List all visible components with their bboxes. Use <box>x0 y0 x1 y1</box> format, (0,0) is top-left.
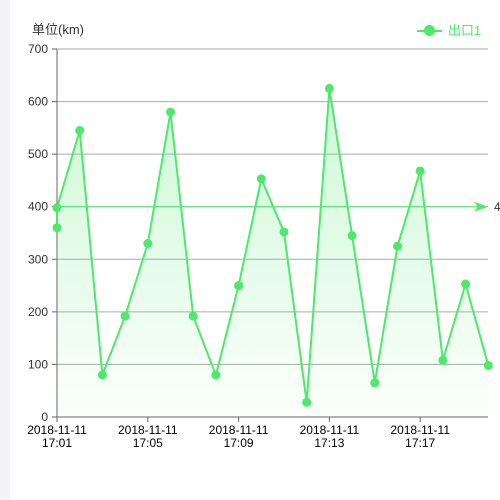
legend-marker-icon <box>417 24 442 38</box>
data-point[interactable] <box>279 227 289 237</box>
data-point[interactable] <box>302 397 312 407</box>
data-point[interactable] <box>324 83 334 93</box>
y-tick-label: 500 <box>28 147 48 161</box>
data-point[interactable] <box>97 370 107 380</box>
y-tick-label: 700 <box>28 42 48 56</box>
legend-label: 出口1 <box>448 23 482 38</box>
y-tick-label: 400 <box>28 200 48 214</box>
series-points[interactable] <box>52 83 493 407</box>
data-point[interactable] <box>461 279 471 289</box>
data-point[interactable] <box>75 125 85 135</box>
series-area <box>57 88 489 417</box>
data-point[interactable] <box>256 174 266 184</box>
data-point[interactable] <box>143 239 153 249</box>
x-tick-label-time: 17:17 <box>405 436 435 450</box>
area-fill <box>57 88 489 417</box>
data-point[interactable] <box>234 281 244 291</box>
legend-dot <box>424 25 435 36</box>
x-tick-label-time: 17:13 <box>314 436 344 450</box>
x-tick-label-date: 2018-11-11 <box>390 423 450 437</box>
y-tick-label: 200 <box>28 305 48 319</box>
chart-title: 实时数据-曲线 <box>66 25 161 42</box>
y-tick-label: 300 <box>28 252 48 266</box>
data-point[interactable] <box>166 107 175 117</box>
x-tick-label-date: 2018-11-11 <box>27 423 87 437</box>
data-point[interactable] <box>393 241 402 251</box>
y-tick-label: 0 <box>41 410 48 424</box>
x-tick-label-time: 17:05 <box>133 436 163 450</box>
x-tick-label-time: 17:09 <box>224 436 254 450</box>
data-point[interactable] <box>52 203 62 213</box>
side-strip <box>0 0 10 500</box>
y-axis-unit-label: 单位(km) <box>32 22 84 37</box>
data-point[interactable] <box>211 370 221 380</box>
x-tick-label-date: 2018-11-11 <box>300 423 360 437</box>
y-tick-label: 100 <box>28 357 48 371</box>
legend[interactable]: 出口1 <box>417 22 481 40</box>
markline-label: 4 <box>494 200 500 214</box>
data-point[interactable] <box>347 231 357 241</box>
tick-labels: 01002003004005006007002018-11-1117:01201… <box>27 42 450 450</box>
data-point[interactable] <box>120 311 130 321</box>
data-point[interactable] <box>415 166 425 176</box>
data-point[interactable] <box>188 311 198 321</box>
data-point[interactable] <box>483 360 493 370</box>
x-tick-label-date: 2018-11-11 <box>209 423 269 437</box>
data-point[interactable] <box>438 355 448 365</box>
y-tick-label: 600 <box>28 95 48 109</box>
x-tick-label-date: 2018-11-11 <box>118 423 178 437</box>
data-point[interactable] <box>370 378 380 388</box>
x-tick-label-time: 17:01 <box>42 436 72 450</box>
data-point[interactable] <box>52 223 62 233</box>
markline-arrow-icon <box>474 201 488 212</box>
